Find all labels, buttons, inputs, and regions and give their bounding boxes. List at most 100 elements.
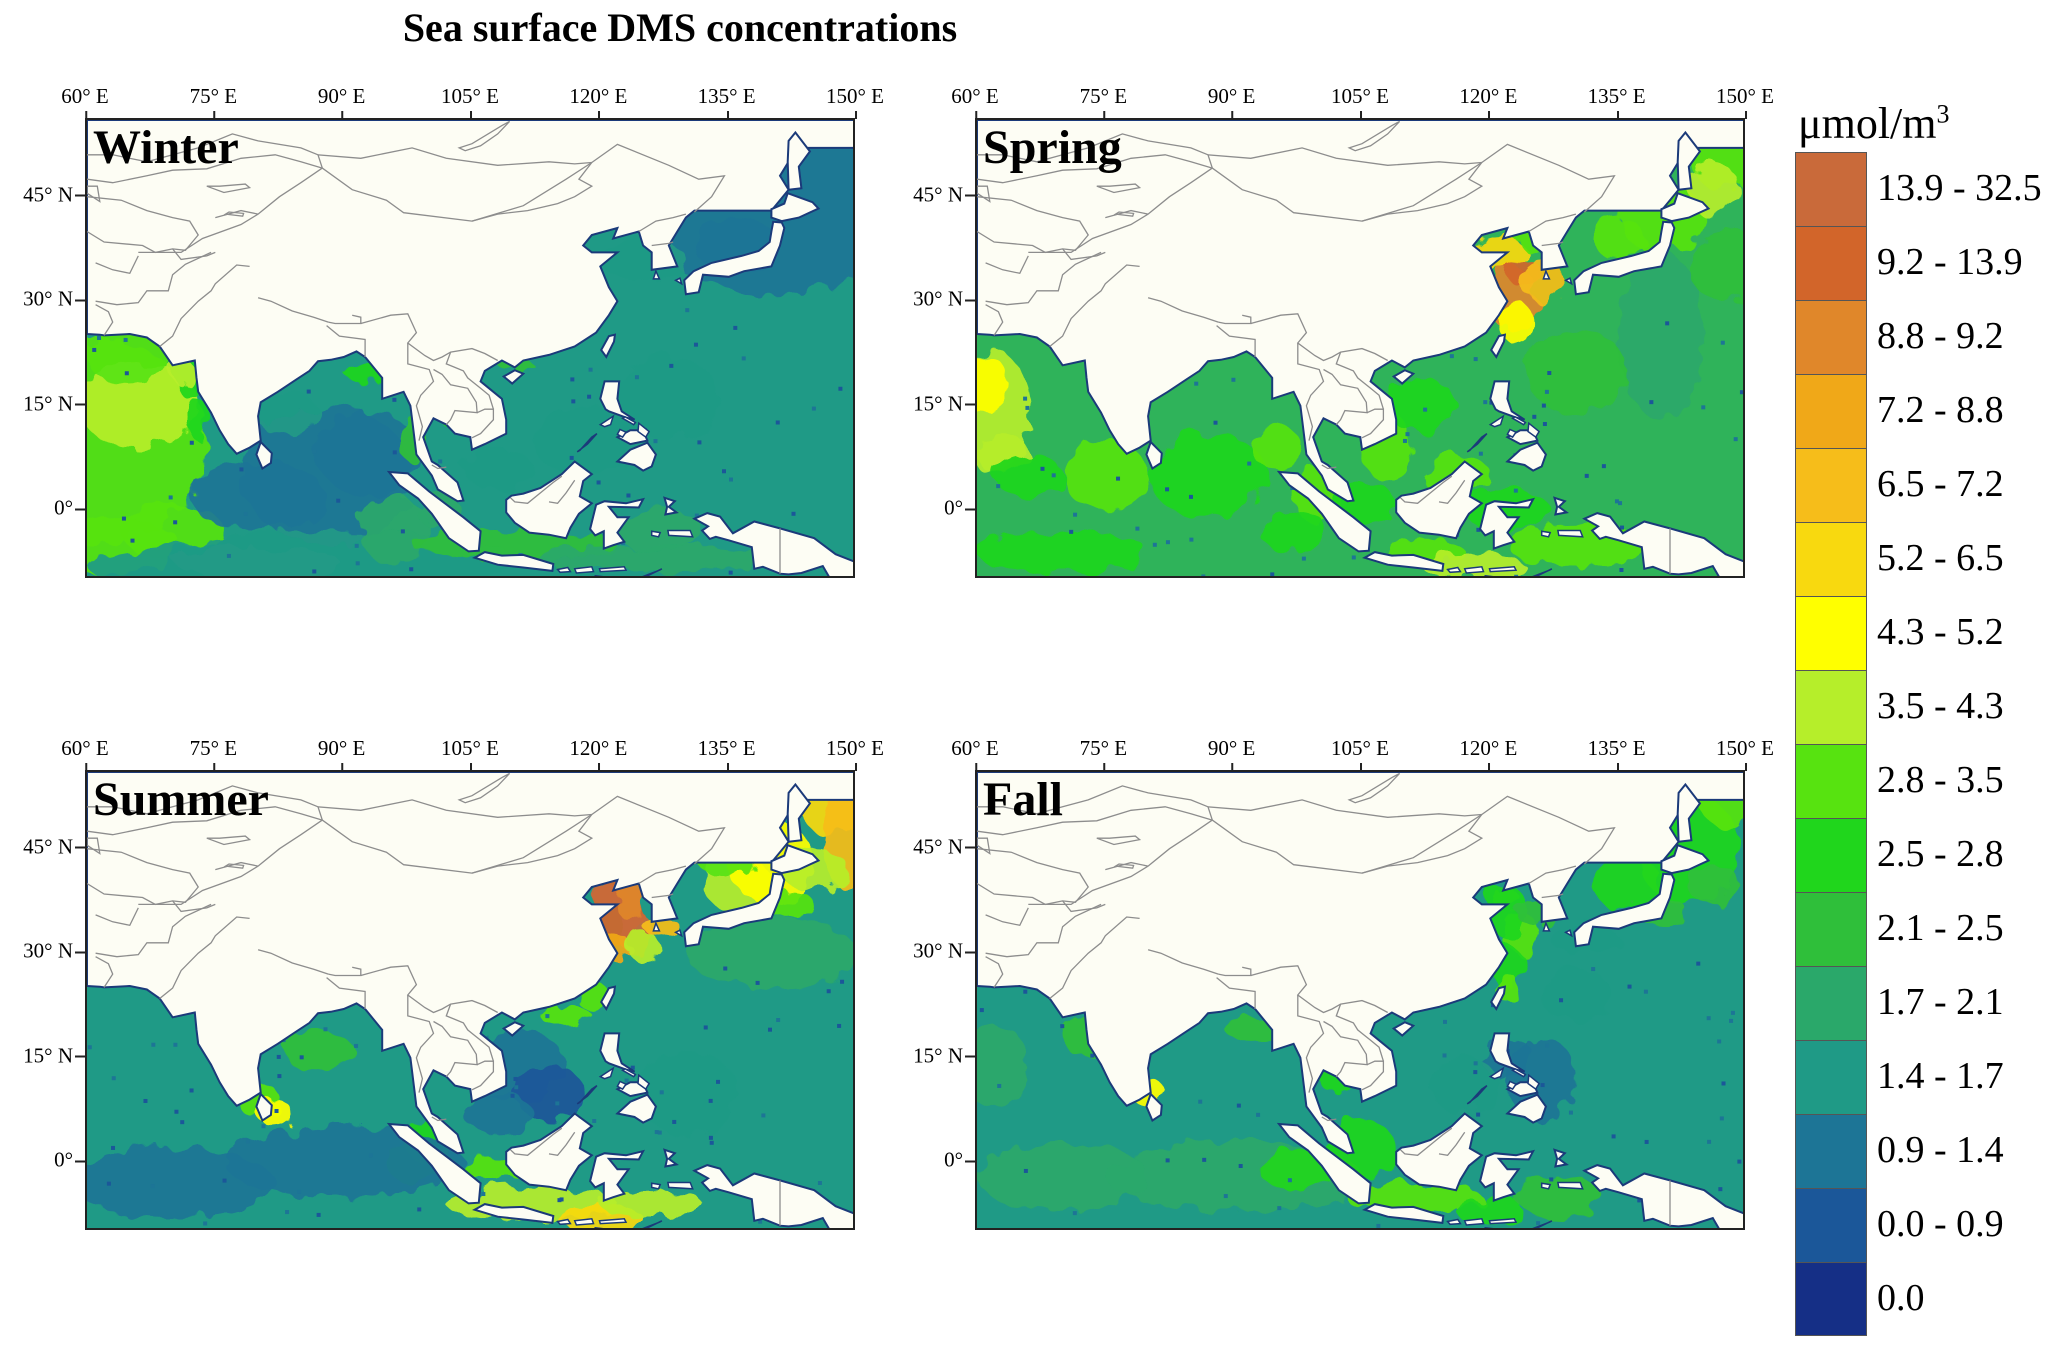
speckle [1514,574,1519,576]
country-border [257,949,329,975]
x-tick-label: 150° E [1716,84,1774,119]
y-tick-label: 15° N [0,1043,85,1068]
map-frame: Summer [85,770,855,1230]
country-border [510,1127,563,1156]
small-island [616,1080,628,1091]
country-border [977,154,1213,184]
country-border [138,795,726,906]
country-border [985,255,1029,275]
concentration-patch [1687,862,1739,905]
island [600,333,617,359]
speckle [323,1027,328,1032]
lake-outline [206,835,252,846]
island [1145,1092,1163,1122]
lake-outline [457,120,511,152]
country-border [651,241,674,247]
legend-swatch [1795,448,1867,522]
country-border [1297,995,1325,1093]
speckle [1717,1039,1722,1044]
speckle [1540,1083,1545,1088]
speckle [634,375,639,380]
country-border [1105,209,1149,219]
island [1505,1093,1548,1124]
speckle [297,1189,302,1194]
x-tick-label: 60° E [61,736,109,771]
concentration-patch [634,1050,738,1135]
small-island [1564,277,1573,286]
country-border [1528,213,1577,233]
speckle [776,1018,781,1023]
season-label: Spring [983,121,1122,174]
legend-label: 5.2 - 6.5 [1877,537,2004,579]
speckle [1614,499,1619,504]
speckle [1194,381,1199,386]
country-border [1105,861,1149,871]
small-island [594,574,604,576]
legend-swatch [1795,226,1867,300]
country-border [1207,147,1482,169]
x-tick-label: 135° E [1587,84,1646,119]
country-border [985,304,1004,336]
island [1490,985,1507,1011]
legend-label: 6.5 - 7.2 [1877,463,2004,505]
island [1276,1122,1372,1205]
country-border [1323,1020,1368,1078]
legend-label: 1.4 - 1.7 [1877,1055,2004,1097]
country-border [1321,464,1337,470]
speckle [1545,1043,1550,1048]
small-island [573,1217,595,1226]
legend-label: 2.5 - 2.8 [1877,833,2004,875]
speckle [226,553,231,558]
x-tick-label: 120° E [569,736,628,771]
country-border [1147,297,1219,323]
speckle [151,1042,156,1047]
speckle [811,406,816,411]
lake-outline [977,837,991,855]
speckle [741,356,746,361]
concentration-patch [617,510,703,553]
speckle [1707,1139,1712,1144]
island [1145,440,1163,470]
speckle [1476,1112,1481,1117]
speckle [1188,494,1193,499]
country-border [1062,248,1106,261]
island [786,782,812,843]
small-island [598,1218,628,1225]
island [692,512,853,576]
small-island [1511,416,1527,426]
speckle [1473,1061,1478,1066]
speckle [1202,1157,1207,1162]
x-tick-label: 150° E [826,736,884,771]
small-island [637,1073,651,1091]
y-tick-label: 30° N [0,287,85,312]
lake-outline [457,772,511,804]
small-island [1488,414,1505,428]
island [386,1122,482,1205]
small-island [1488,1218,1518,1225]
speckle [1449,354,1454,359]
lake-outline [1347,772,1401,804]
speckle [791,511,796,516]
country-border [159,264,250,348]
speckle [239,467,244,472]
small-island [598,1066,615,1080]
small-island [642,568,663,576]
x-tick-label: 75° E [189,736,238,771]
island [1391,1021,1416,1037]
speckle [838,386,843,391]
speckle [1619,567,1624,572]
speckle [1549,1177,1554,1182]
speckle [721,469,726,474]
speckle [555,1101,560,1106]
legend-label: 4.3 - 5.2 [1877,611,2004,653]
speckle [654,1130,659,1135]
concentration-patch [977,1022,1029,1107]
island [255,1092,273,1122]
season-label: Winter [93,121,239,174]
speckle [312,569,317,574]
y-tick-label: 30° N [0,939,85,964]
legend-swatch [1795,670,1867,744]
speckle [1644,1139,1649,1144]
speckle [1270,572,1275,576]
country-border [1438,479,1466,505]
